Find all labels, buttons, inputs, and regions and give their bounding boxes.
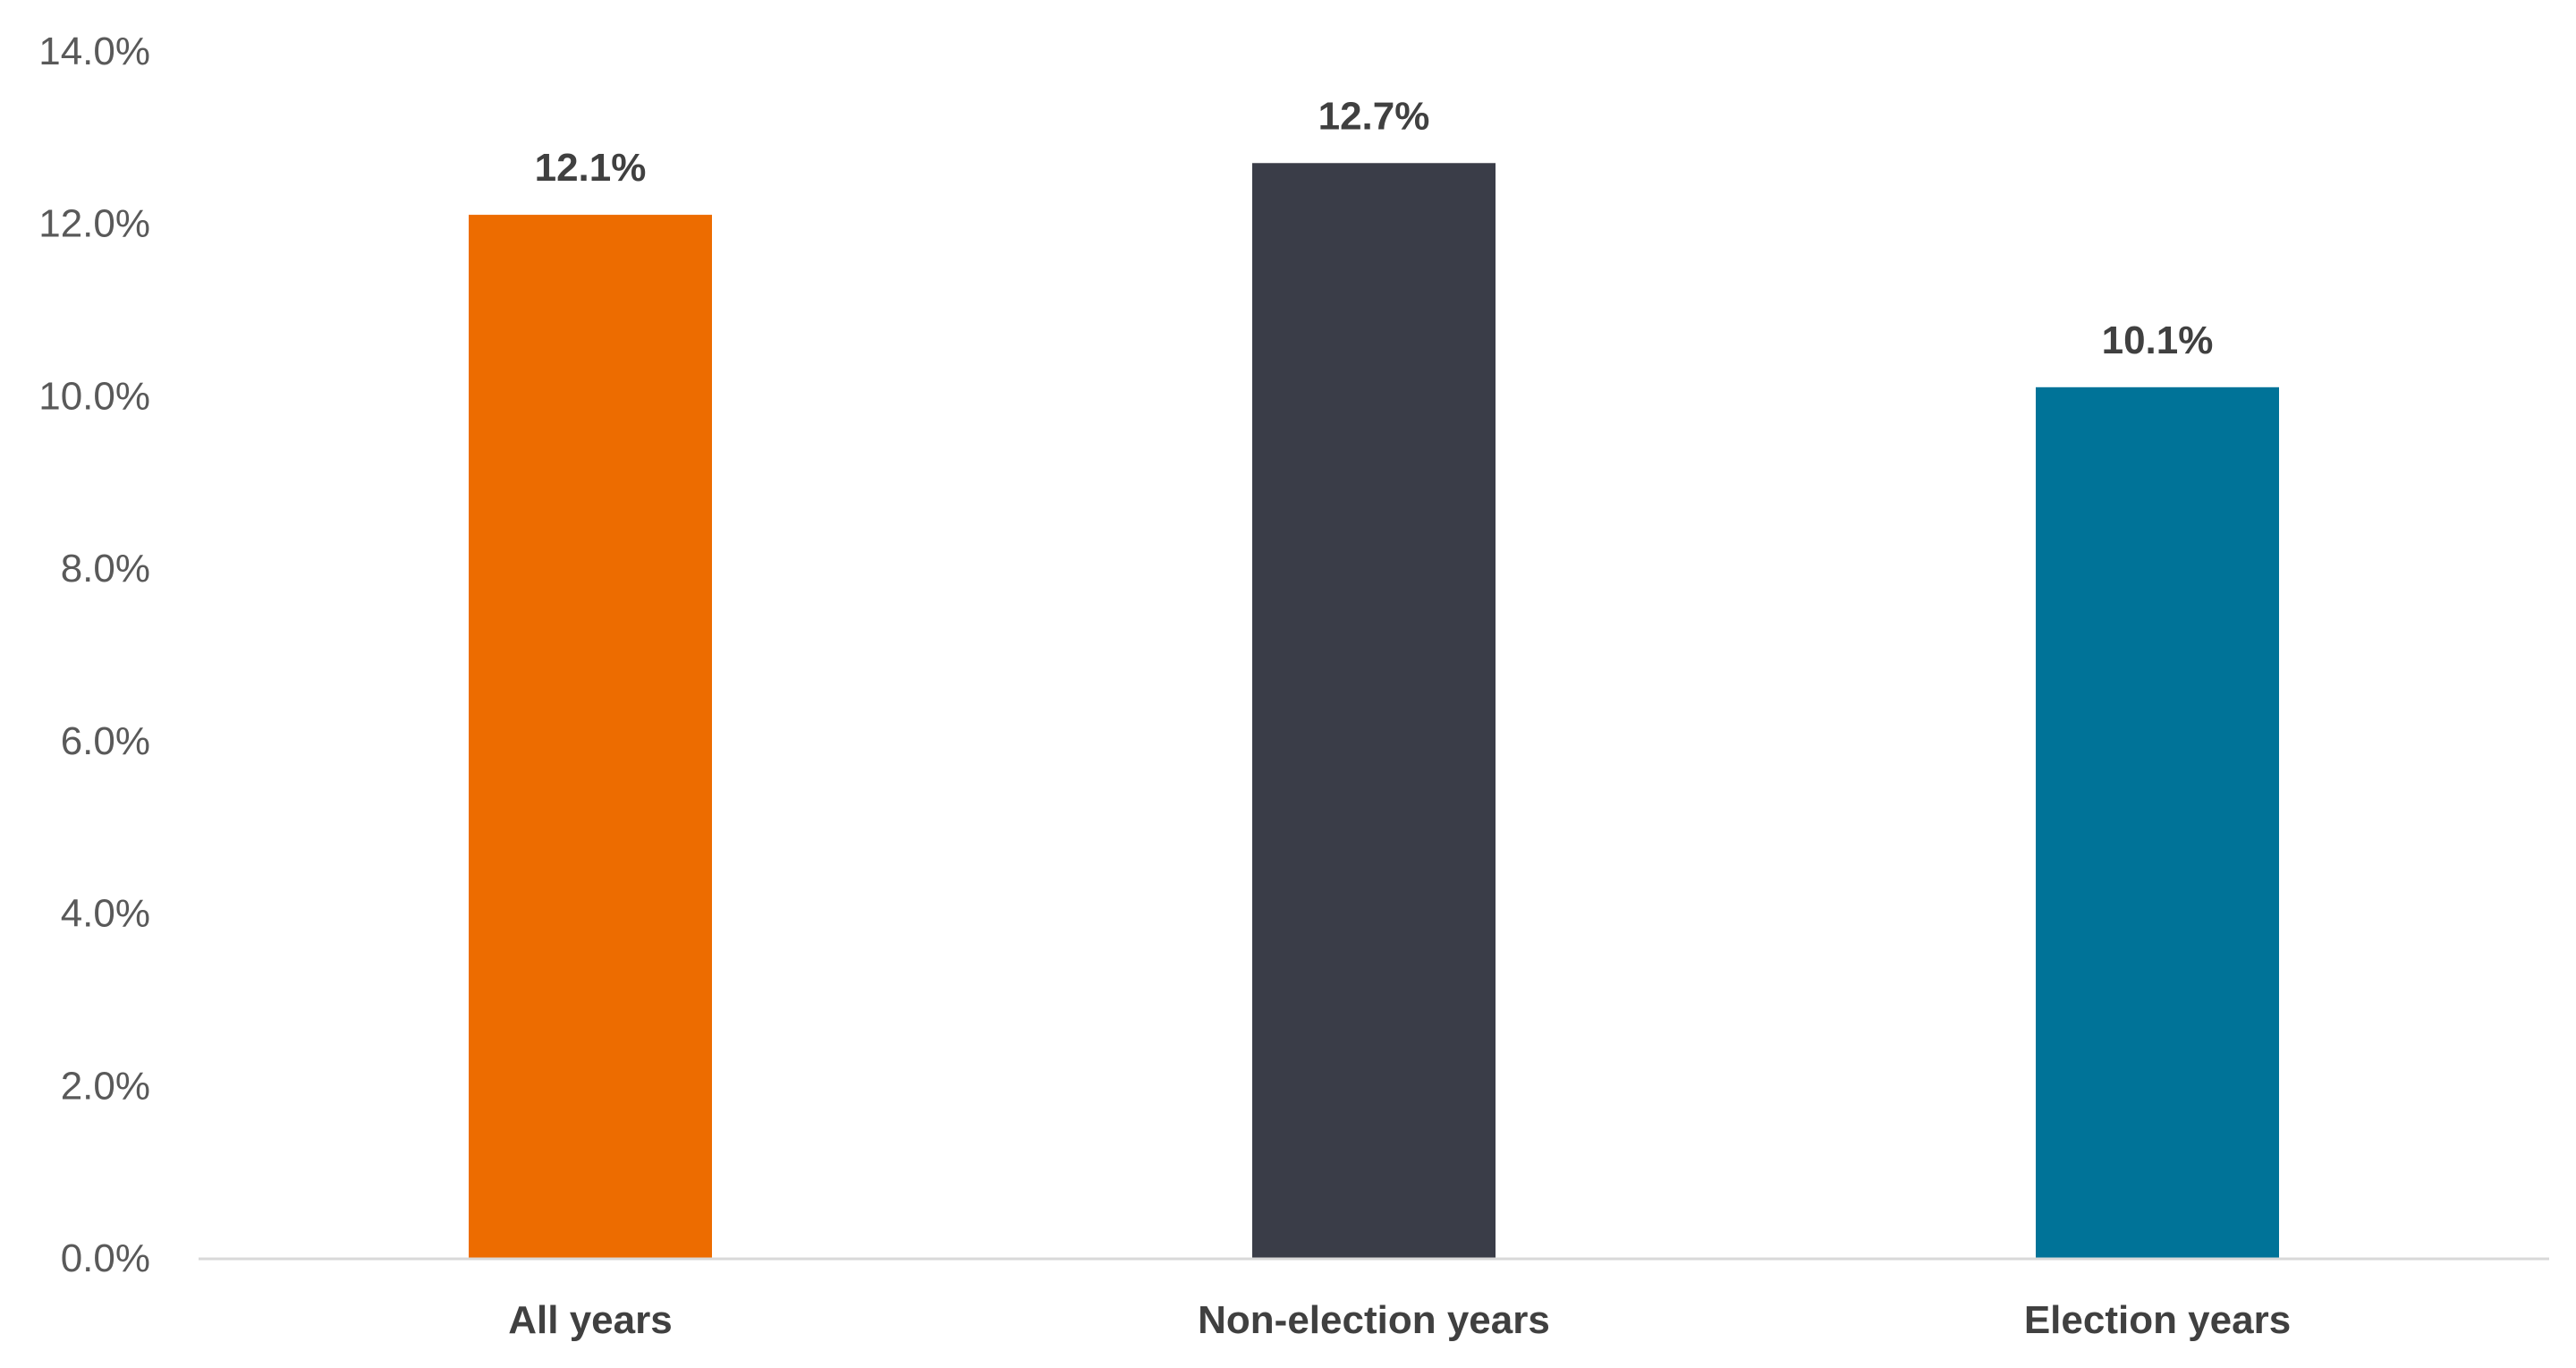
- x-tick-label: All years: [508, 1298, 672, 1342]
- y-tick-label: 8.0%: [61, 547, 150, 591]
- bar: [1252, 163, 1496, 1258]
- y-tick-label: 14.0%: [38, 30, 150, 73]
- data-label: 12.7%: [1318, 94, 1430, 138]
- x-tick-label: Election years: [2024, 1298, 2291, 1342]
- y-axis-tick-labels: 0.0% 2.0% 4.0% 6.0% 8.0% 10.0% 12.0% 14.0%: [38, 30, 150, 1280]
- bars-group: [469, 163, 2279, 1258]
- y-tick-label: 12.0%: [38, 202, 150, 246]
- data-labels-group: 12.1% 12.7% 10.1%: [535, 94, 2214, 362]
- x-axis-category-labels: All years Non-election years Election year…: [508, 1298, 2291, 1342]
- y-tick-label: 4.0%: [61, 892, 150, 936]
- data-label: 10.1%: [2102, 319, 2214, 362]
- data-label: 12.1%: [535, 146, 647, 190]
- bar: [2036, 387, 2279, 1258]
- bar: [469, 215, 712, 1258]
- y-tick-label: 2.0%: [61, 1064, 150, 1108]
- y-tick-label: 0.0%: [61, 1236, 150, 1280]
- y-tick-label: 10.0%: [38, 374, 150, 418]
- y-tick-label: 6.0%: [61, 719, 150, 763]
- x-tick-label: Non-election years: [1198, 1298, 1550, 1342]
